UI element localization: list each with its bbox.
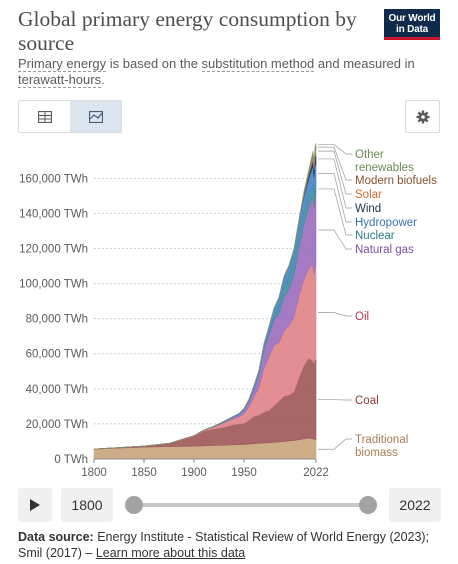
legend-connector	[318, 150, 352, 195]
legend-connector	[318, 188, 352, 236]
chart-subtitle: Primary energy is based on the substitut…	[18, 56, 438, 88]
tab-chart[interactable]	[70, 101, 121, 132]
legend-label: Solar	[355, 189, 382, 201]
settings-button[interactable]	[405, 100, 440, 133]
timeline-end-handle[interactable]	[359, 496, 377, 514]
legend-label: Other	[355, 149, 384, 161]
data-source: Data source: Energy Institute - Statisti…	[18, 530, 438, 561]
play-button[interactable]	[18, 488, 52, 522]
y-tick-label: 100,000 TWh	[19, 279, 88, 291]
energy-area-chart: 0 TWh 20,000 TWh 40,000 TWh 60,000 TWh 80,00…	[19, 142, 437, 479]
legend-label: biomass	[355, 447, 398, 459]
x-tick-label: 1950	[231, 467, 257, 479]
x-tick-label: 1900	[181, 467, 207, 479]
logo-line-2: in Data	[396, 24, 428, 35]
y-tick-label: 140,000 TWh	[19, 208, 88, 220]
x-tick-label: 2022	[303, 467, 329, 479]
play-icon	[30, 499, 40, 511]
y-tick-label: 20,000 TWh	[26, 419, 88, 431]
legend-label: Nuclear	[355, 230, 395, 242]
y-tick-label: 40,000 TWh	[26, 384, 88, 396]
legend-connector	[318, 146, 352, 181]
subtitle-term[interactable]: substitution method	[201, 56, 315, 72]
x-tick-label: 1850	[131, 467, 157, 479]
legend-label: Coal	[355, 395, 379, 407]
view-tabs	[18, 100, 122, 133]
owid-logo[interactable]: Our World in Data	[384, 9, 440, 40]
y-tick-label: 60,000 TWh	[26, 349, 88, 361]
subtitle-term[interactable]: terawatt-hours	[18, 72, 102, 88]
legend-label: Oil	[355, 311, 369, 323]
y-tick-label: 80,000 TWh	[26, 314, 88, 326]
legend-label: Natural gas	[355, 244, 414, 256]
y-tick-label: 120,000 TWh	[19, 243, 88, 255]
legend-connector	[318, 438, 352, 450]
y-tick-label: 0 TWh	[54, 454, 88, 466]
legend-label: Modern biofuels	[355, 175, 437, 187]
gear-icon	[416, 110, 429, 123]
tab-table[interactable]	[19, 101, 70, 132]
y-tick-label: 160,000 TWh	[19, 173, 88, 185]
timeline-controls: 1800 2022	[0, 487, 458, 523]
legend-label: renewables	[355, 162, 414, 174]
chart-icon	[88, 110, 103, 123]
learn-more-link[interactable]: Learn more about this data	[95, 545, 246, 560]
area-series-other-renewables	[93, 142, 317, 450]
end-year-box[interactable]: 2022	[389, 488, 441, 522]
legend-connector	[318, 312, 352, 317]
legend-label: Wind	[355, 203, 381, 215]
subtitle-text: and measured in	[314, 56, 415, 71]
subtitle-text: .	[101, 72, 105, 87]
source-text: Energy Institute - Statistical Review of…	[18, 530, 430, 560]
x-tick-label: 1800	[81, 467, 107, 479]
source-label: Data source:	[18, 530, 94, 544]
legend-connector	[318, 158, 352, 209]
start-year-box[interactable]: 1800	[61, 488, 113, 522]
subtitle-text: is based on the	[106, 56, 202, 71]
legend-label: Hydropower	[355, 217, 417, 229]
legend-connector	[318, 144, 352, 155]
timeline-track[interactable]	[134, 503, 368, 507]
logo-line-1: Our World	[388, 13, 436, 24]
chart-title: Global primary energy consumption by sou…	[18, 7, 357, 55]
table-icon	[37, 110, 52, 123]
subtitle-term[interactable]: Primary energy	[18, 56, 107, 72]
legend-label: Traditional	[355, 434, 408, 446]
timeline-start-handle[interactable]	[125, 496, 143, 514]
legend-connector	[318, 173, 352, 223]
legend-connector	[318, 229, 352, 250]
